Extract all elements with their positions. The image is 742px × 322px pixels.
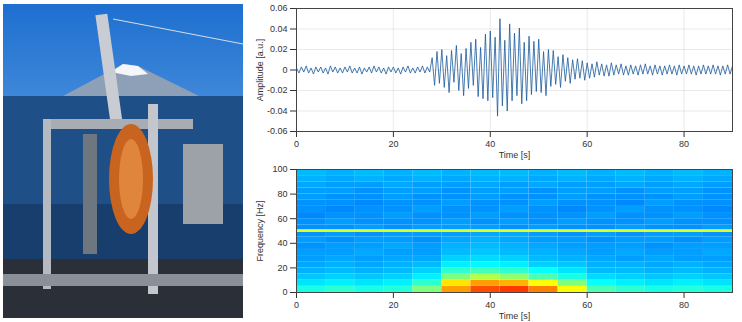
svg-text:60: 60	[582, 139, 592, 149]
svg-text:0: 0	[282, 65, 287, 75]
svg-text:Time [s]: Time [s]	[499, 311, 531, 321]
svg-text:-0.06: -0.06	[267, 126, 288, 136]
svg-text:40: 40	[485, 139, 495, 149]
svg-text:0: 0	[294, 139, 299, 149]
svg-text:0.02: 0.02	[270, 44, 288, 54]
svg-text:Time [s]: Time [s]	[499, 150, 531, 160]
svg-text:80: 80	[679, 300, 689, 310]
svg-text:20: 20	[388, 139, 398, 149]
svg-text:40: 40	[485, 300, 495, 310]
svg-text:20: 20	[277, 263, 287, 273]
svg-text:-0.02: -0.02	[267, 85, 288, 95]
svg-text:60: 60	[582, 300, 592, 310]
svg-text:20: 20	[388, 300, 398, 310]
svg-text:60: 60	[277, 214, 287, 224]
svg-text:-0.04: -0.04	[267, 106, 288, 116]
svg-text:0: 0	[282, 287, 287, 297]
svg-text:0: 0	[294, 300, 299, 310]
svg-text:Amplitude [a.u.]: Amplitude [a.u.]	[255, 39, 265, 102]
svg-text:0.04: 0.04	[270, 24, 288, 34]
svg-text:80: 80	[679, 139, 689, 149]
svg-text:0.06: 0.06	[270, 3, 288, 13]
svg-text:Frequency [Hz]: Frequency [Hz]	[255, 200, 265, 261]
svg-text:100: 100	[272, 164, 287, 174]
svg-text:80: 80	[277, 189, 287, 199]
svg-text:40: 40	[277, 238, 287, 248]
